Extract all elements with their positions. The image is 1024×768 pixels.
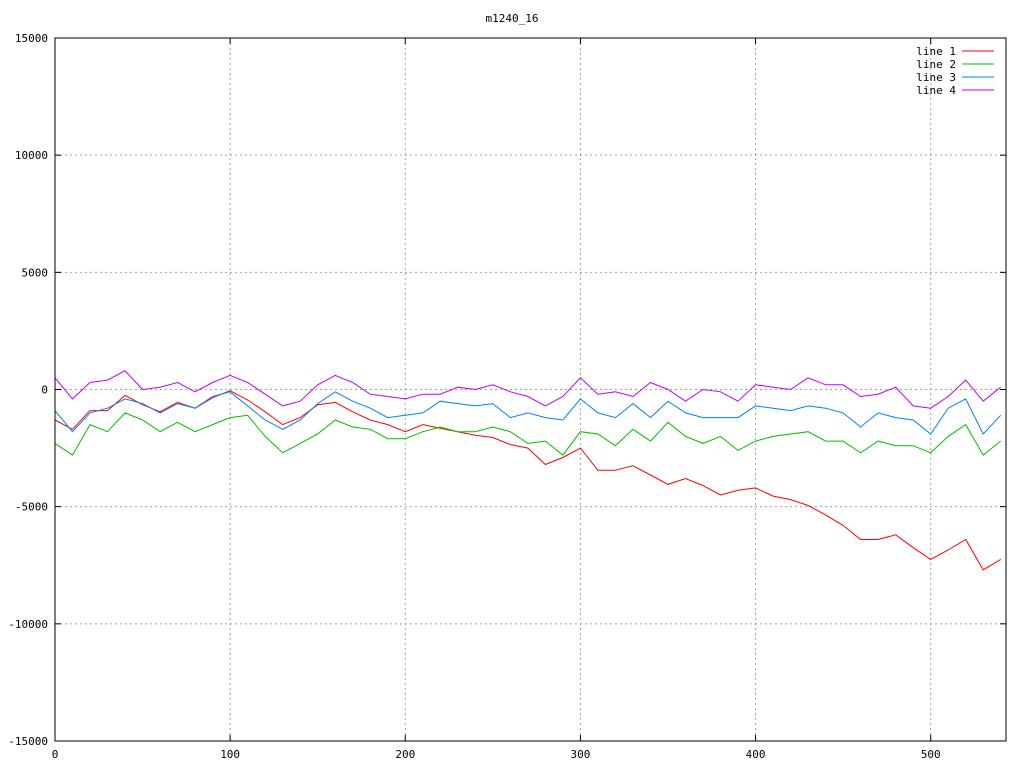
series-line-1 bbox=[54, 390, 1001, 571]
y-tick-label: -5000 bbox=[15, 501, 48, 514]
legend-label: line 2 bbox=[916, 58, 956, 71]
x-tick-label: 300 bbox=[570, 748, 590, 761]
x-tick-label: 200 bbox=[395, 748, 415, 761]
y-tick-label: -10000 bbox=[8, 618, 48, 631]
x-tick-label: 100 bbox=[220, 748, 240, 761]
series-line-3 bbox=[54, 391, 1002, 435]
chart-title: m1240_16 bbox=[486, 12, 539, 25]
series-line-2 bbox=[54, 412, 1002, 456]
legend-label: line 1 bbox=[916, 45, 956, 58]
x-tick-label: 400 bbox=[746, 748, 766, 761]
series-lines bbox=[54, 370, 1002, 571]
y-tick-label: 15000 bbox=[15, 32, 48, 45]
x-tick-label: 0 bbox=[52, 748, 59, 761]
legend-label: line 3 bbox=[916, 71, 956, 84]
legend-label: line 4 bbox=[916, 84, 956, 97]
axis-ticks: -15000 -10000 -5000 0 5000 10000 15000 0 100 200 3… bbox=[8, 32, 1006, 761]
series-line-4 bbox=[54, 370, 1002, 409]
plot-border bbox=[54, 37, 1007, 742]
y-tick-label: 10000 bbox=[15, 149, 48, 162]
y-tick-label: 0 bbox=[41, 384, 48, 397]
grid bbox=[55, 38, 1006, 741]
y-tick-label: -15000 bbox=[8, 735, 48, 748]
x-tick-label: 500 bbox=[921, 748, 941, 761]
y-tick-label: 5000 bbox=[22, 266, 49, 279]
